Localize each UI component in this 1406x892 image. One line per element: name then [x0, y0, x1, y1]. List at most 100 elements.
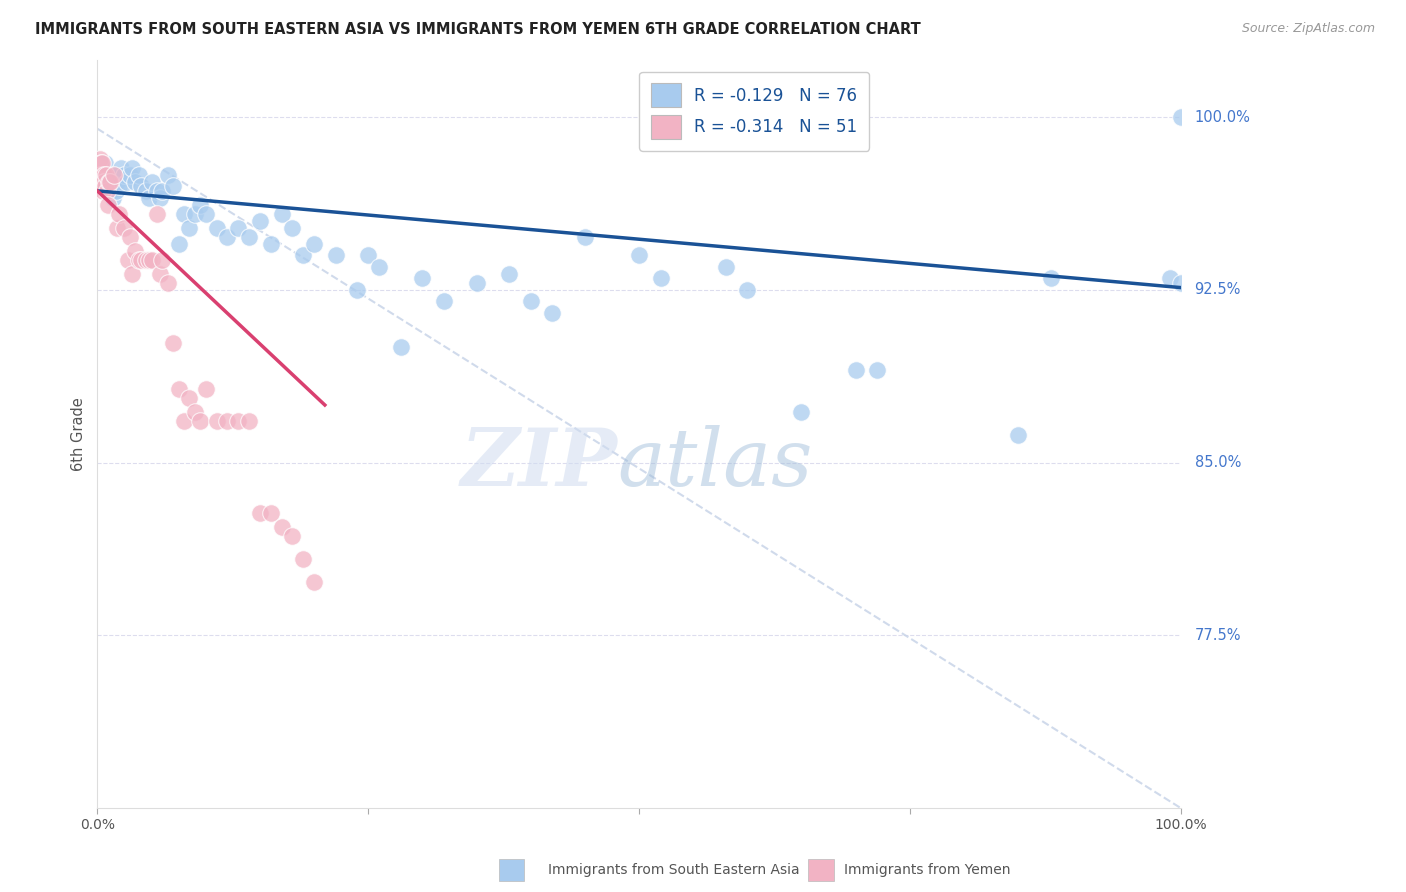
Point [124, 175, 146, 189]
Point [194, 382, 217, 396]
Point [433, 294, 456, 309]
Point [135, 184, 157, 198]
Point [368, 260, 391, 274]
Point [115, 175, 138, 189]
Point [91, 175, 114, 189]
Point [292, 248, 315, 262]
Point [866, 363, 889, 377]
Point [121, 267, 143, 281]
Point [156, 168, 179, 182]
Point [105, 175, 128, 189]
Point [249, 214, 271, 228]
Point [141, 252, 163, 267]
Point [128, 252, 150, 267]
Point [249, 506, 271, 520]
Point [114, 168, 136, 182]
Y-axis label: 6th Grade: 6th Grade [72, 397, 86, 471]
Point [96, 175, 118, 189]
Point [89, 175, 111, 189]
Point [357, 248, 380, 262]
Point [100, 184, 122, 198]
Point [1039, 271, 1062, 285]
Point [302, 236, 325, 251]
Point [149, 191, 172, 205]
Point [91, 161, 114, 175]
Point [94, 168, 117, 182]
Point [103, 179, 125, 194]
Text: atlas: atlas [617, 425, 813, 502]
Point [141, 175, 163, 189]
Point [118, 230, 141, 244]
Text: ZIP: ZIP [460, 425, 617, 502]
Point [217, 414, 239, 428]
Point [281, 529, 304, 543]
Text: IMMIGRANTS FROM SOUTH EASTERN ASIA VS IMMIGRANTS FROM YEMEN 6TH GRADE CORRELATIO: IMMIGRANTS FROM SOUTH EASTERN ASIA VS IM… [35, 22, 921, 37]
Point [91, 175, 114, 189]
Text: 92.5%: 92.5% [1195, 283, 1241, 297]
Point [108, 207, 131, 221]
Point [108, 179, 131, 194]
Point [627, 248, 650, 262]
Point [188, 197, 211, 211]
Point [156, 276, 179, 290]
Point [118, 168, 141, 182]
Point [1007, 428, 1029, 442]
Point [150, 252, 173, 267]
Point [87, 161, 110, 175]
Point [94, 168, 117, 182]
Point [129, 252, 152, 267]
Point [89, 168, 111, 182]
Point [105, 220, 128, 235]
Point [292, 552, 315, 566]
Point [128, 168, 150, 182]
Point [184, 207, 207, 221]
Point [103, 168, 125, 182]
Text: 77.5%: 77.5% [1195, 628, 1241, 643]
Point [574, 230, 596, 244]
Point [270, 520, 292, 534]
Point [90, 161, 112, 175]
Point [162, 335, 184, 350]
Point [498, 267, 520, 281]
Point [737, 283, 759, 297]
Point [167, 236, 190, 251]
Point [90, 156, 112, 170]
Point [346, 283, 368, 297]
Point [98, 175, 121, 189]
Point [465, 276, 488, 290]
Point [226, 414, 249, 428]
Point [97, 184, 120, 198]
Point [270, 207, 292, 221]
Text: 85.0%: 85.0% [1195, 455, 1241, 470]
Point [205, 220, 228, 235]
Point [87, 168, 110, 182]
Point [205, 414, 228, 428]
Point [117, 252, 139, 267]
Text: Immigrants from South Eastern Asia: Immigrants from South Eastern Asia [548, 863, 800, 877]
Point [184, 405, 207, 419]
Point [1170, 110, 1192, 124]
Point [162, 179, 184, 194]
Point [260, 506, 283, 520]
Point [226, 220, 249, 235]
Point [101, 191, 124, 205]
Point [167, 382, 190, 396]
Point [90, 156, 112, 170]
Point [97, 197, 120, 211]
Point [89, 152, 111, 166]
Point [93, 168, 115, 182]
Point [302, 575, 325, 590]
Point [217, 230, 239, 244]
Point [98, 175, 121, 189]
Point [173, 414, 195, 428]
Point [179, 391, 201, 405]
Text: Source: ZipAtlas.com: Source: ZipAtlas.com [1241, 22, 1375, 36]
Point [90, 156, 112, 170]
Point [91, 184, 114, 198]
Point [110, 161, 132, 175]
Point [179, 220, 201, 235]
Point [135, 252, 157, 267]
Point [194, 207, 217, 221]
Text: Immigrants from Yemen: Immigrants from Yemen [844, 863, 1010, 877]
Point [124, 244, 146, 258]
